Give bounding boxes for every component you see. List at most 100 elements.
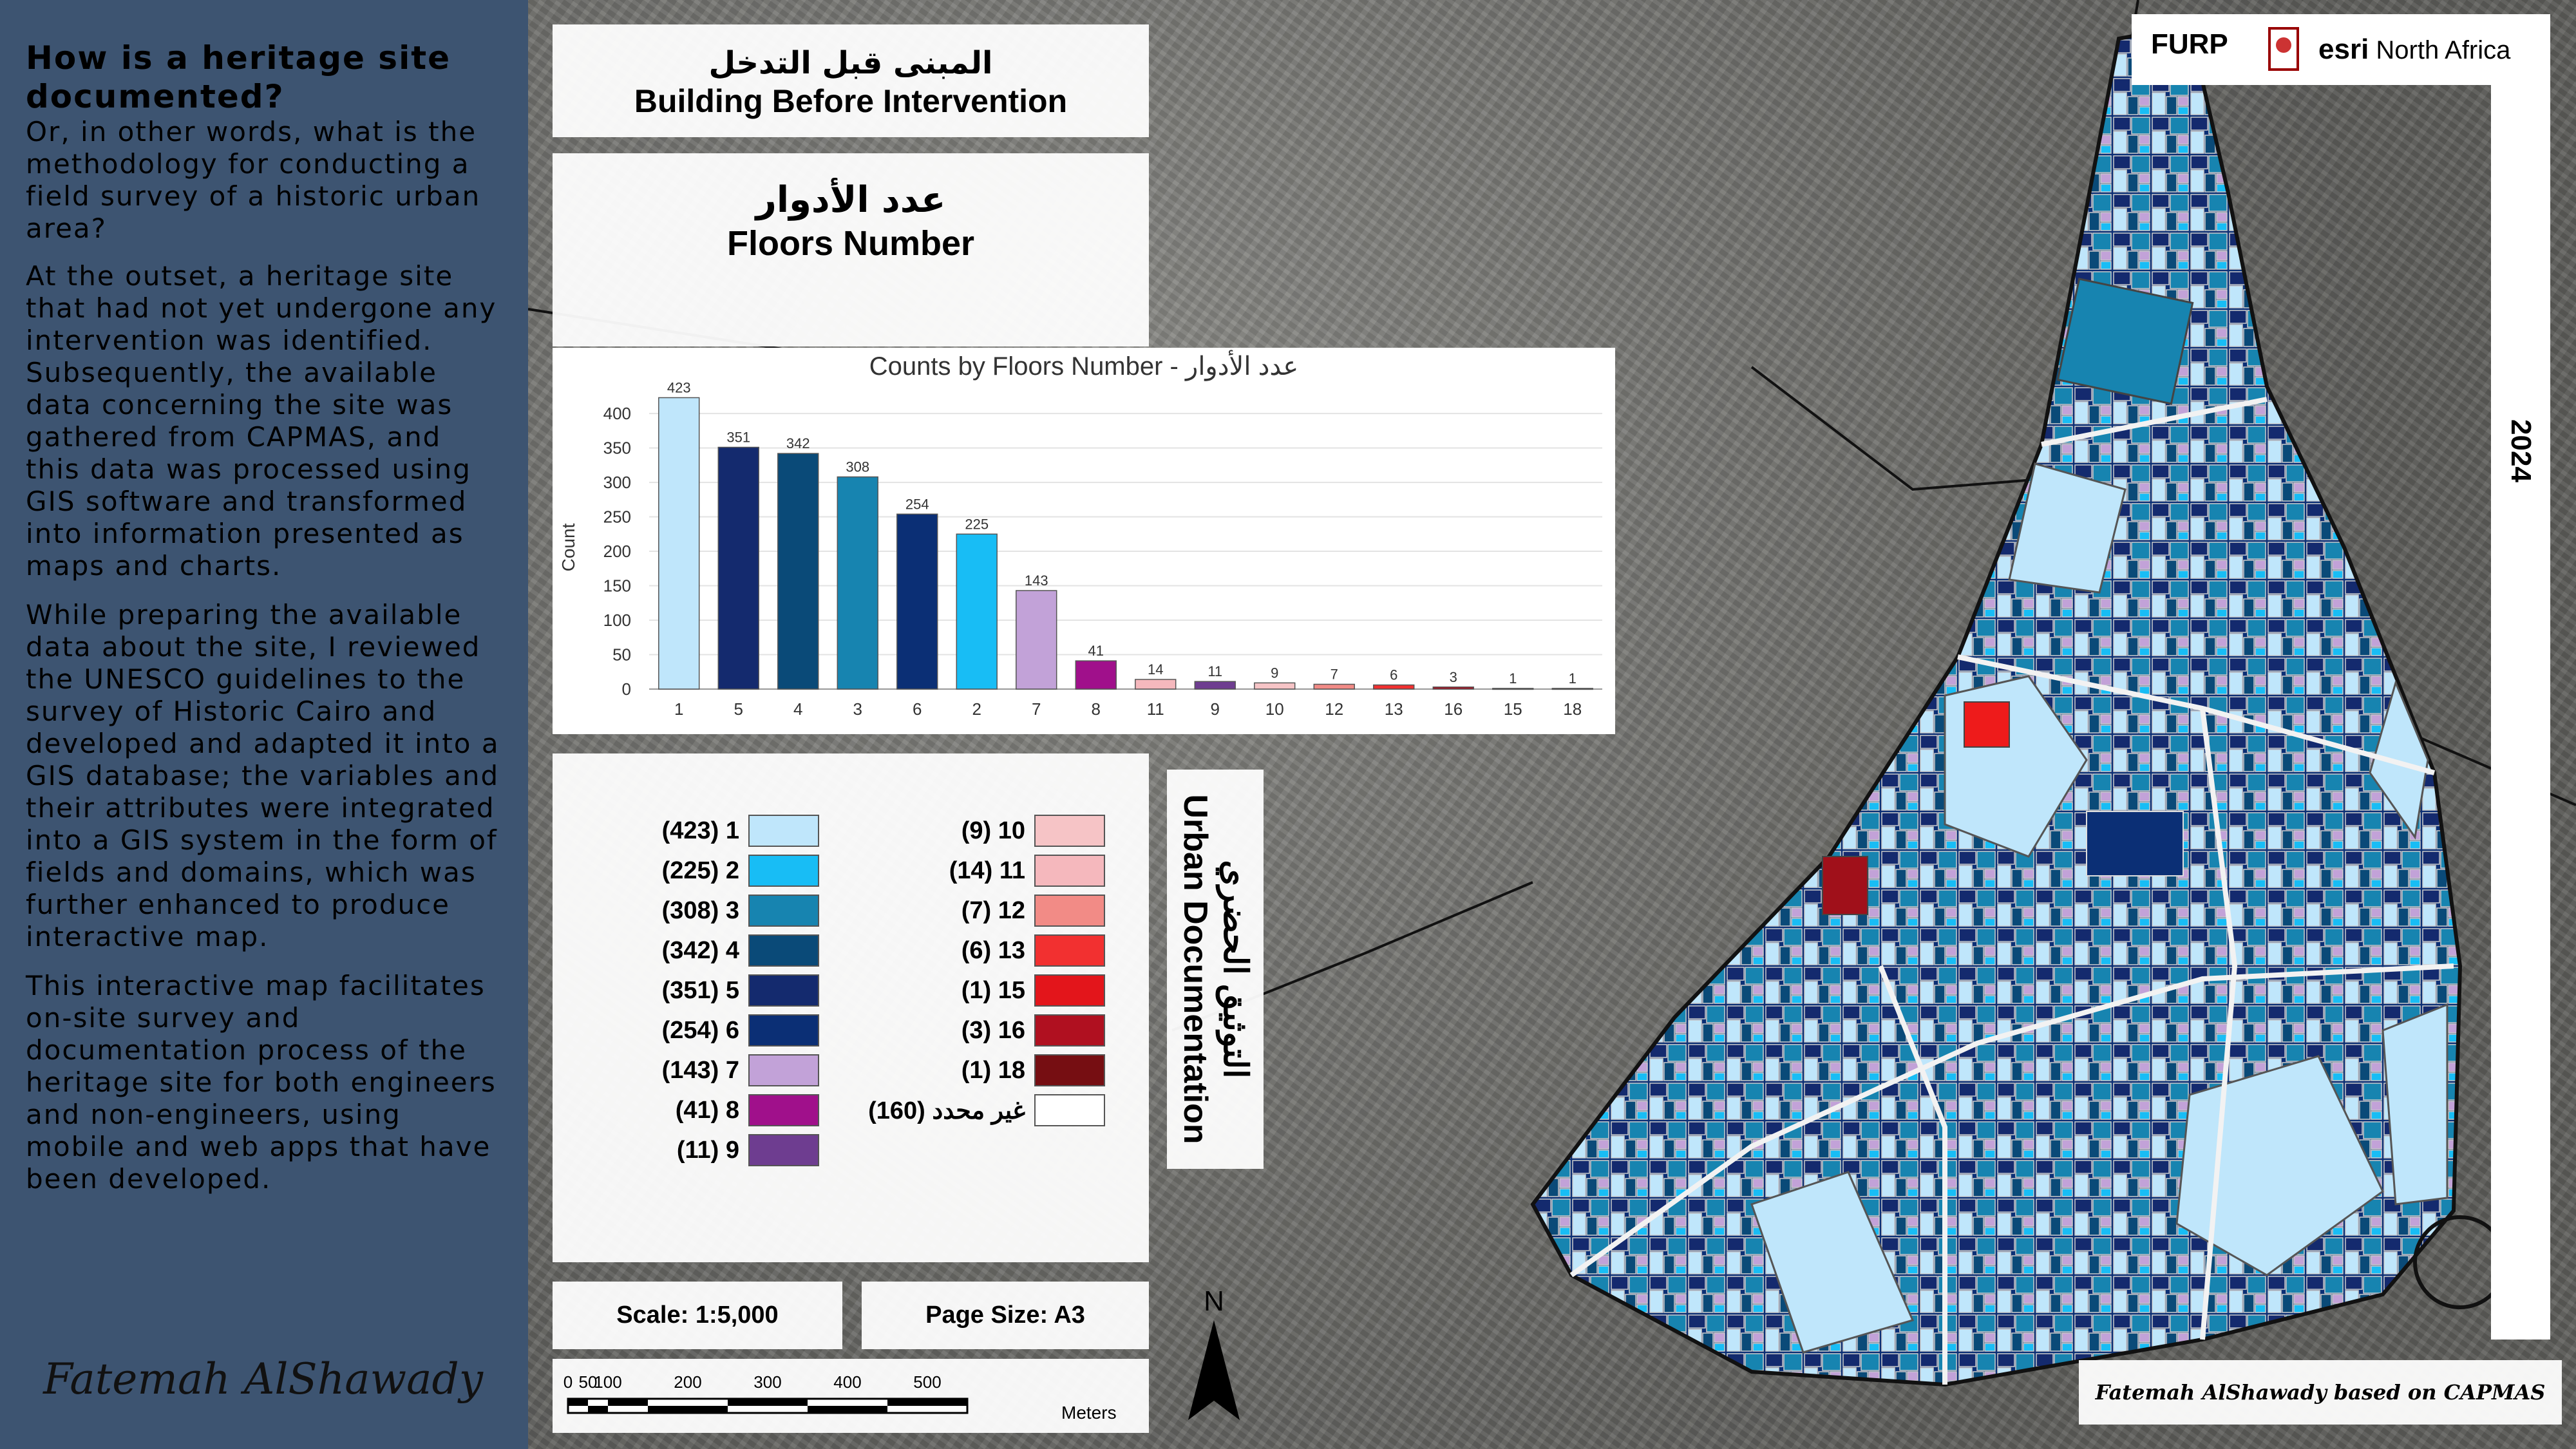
legend-label: غير محدد (160) bbox=[868, 1097, 1025, 1124]
x-tick-label: 2 bbox=[972, 699, 981, 719]
bar-value-label: 423 bbox=[667, 379, 691, 395]
x-tick-label: 7 bbox=[1032, 699, 1041, 719]
legend-swatch bbox=[1034, 974, 1105, 1007]
legend-label: (342) 4 bbox=[661, 936, 739, 964]
sidebar-paragraph: At the outset, a heritage site that had … bbox=[26, 260, 497, 582]
legend-label: (41) 8 bbox=[675, 1096, 739, 1124]
bar-12[interactable] bbox=[1313, 683, 1355, 690]
bar-15[interactable] bbox=[1492, 688, 1534, 690]
bar-2[interactable] bbox=[956, 533, 998, 690]
urban-label-arabic: التوثيق الحضري bbox=[1217, 860, 1254, 1079]
urban-label: Urban Documentation bbox=[1177, 794, 1214, 1144]
bar-value-label: 1 bbox=[1569, 670, 1577, 687]
legend-swatch bbox=[748, 1134, 819, 1166]
legend-swatch bbox=[1034, 1094, 1105, 1126]
legend-label: (351) 5 bbox=[661, 976, 739, 1004]
bar-13[interactable] bbox=[1373, 684, 1415, 690]
legend-label: (254) 6 bbox=[661, 1016, 739, 1044]
bar-value-label: 14 bbox=[1148, 661, 1163, 677]
bar-value-label: 225 bbox=[965, 516, 989, 532]
legend-label: (14) 11 bbox=[949, 857, 1025, 884]
bar-value-label: 351 bbox=[726, 430, 750, 446]
bar-7[interactable] bbox=[1016, 590, 1057, 690]
legend-swatch bbox=[748, 974, 819, 1007]
legend-item: (7) 12 bbox=[832, 893, 1105, 929]
scale-tick-label: 400 bbox=[833, 1372, 861, 1392]
bar-value-label: 1 bbox=[1509, 670, 1517, 687]
legend-item: (9) 10 bbox=[832, 813, 1105, 849]
x-tick-label: 8 bbox=[1092, 699, 1101, 719]
bar-9[interactable] bbox=[1194, 681, 1236, 690]
bar-1[interactable] bbox=[658, 397, 700, 690]
legend-item: (423) 1 bbox=[546, 813, 819, 849]
legend-swatch bbox=[1034, 1014, 1105, 1046]
esri-logo: esri bbox=[2318, 33, 2369, 65]
scale-bar: 0 50 100 200 300 400 500 Meters bbox=[553, 1359, 1149, 1433]
credit-box: Fatemah AlShawady based on CAPMAS bbox=[2079, 1360, 2562, 1425]
map-title-arabic: المبنى قبل التدخل bbox=[708, 45, 993, 81]
year-strip: 2024 bbox=[2491, 77, 2550, 1340]
legend-label: (3) 16 bbox=[961, 1016, 1025, 1044]
legend-label: (7) 12 bbox=[961, 896, 1025, 924]
legend-swatch bbox=[748, 855, 819, 887]
sidebar: How is a heritage site documented? Or, i… bbox=[0, 0, 528, 1449]
bar-6[interactable] bbox=[896, 513, 938, 690]
north-label: N bbox=[1204, 1285, 1224, 1317]
map-subtitle: Floors Number bbox=[726, 224, 975, 263]
bar-16[interactable] bbox=[1432, 687, 1474, 690]
furp-logo: FURP bbox=[2151, 28, 2228, 60]
legend-swatch bbox=[748, 1054, 819, 1086]
legend-label: (143) 7 bbox=[661, 1056, 739, 1084]
bar-value-label: 11 bbox=[1208, 663, 1222, 679]
sidebar-subheading: Or, in other words, what is the methodol… bbox=[26, 116, 481, 244]
bar-value-label: 254 bbox=[905, 496, 929, 512]
legend-label: (1) 15 bbox=[961, 976, 1025, 1004]
legend-swatch bbox=[748, 815, 819, 847]
y-axis-label: Count bbox=[558, 523, 578, 571]
bar-11[interactable] bbox=[1135, 679, 1177, 690]
y-tick-label: 100 bbox=[603, 611, 631, 630]
y-tick-label: 400 bbox=[603, 404, 631, 423]
legend-item: (308) 3 bbox=[546, 893, 819, 929]
legend-swatch bbox=[1034, 1054, 1105, 1086]
legend-item: (11) 9 bbox=[546, 1132, 819, 1168]
bar-value-label: 3 bbox=[1450, 669, 1457, 685]
scale-tick-label: 100 bbox=[594, 1372, 621, 1392]
urban-documentation-card: التوثيق الحضري Urban Documentation bbox=[1167, 770, 1264, 1169]
x-tick-label: 13 bbox=[1385, 699, 1403, 719]
scale-tick-label: 0 bbox=[564, 1372, 573, 1392]
bar-10[interactable] bbox=[1254, 682, 1296, 690]
esri-region: North Africa bbox=[2376, 36, 2511, 64]
x-tick-label: 12 bbox=[1325, 699, 1343, 719]
bar-value-label: 6 bbox=[1390, 667, 1397, 683]
bar-18[interactable] bbox=[1551, 688, 1593, 690]
bar-4[interactable] bbox=[777, 453, 819, 690]
bar-value-label: 308 bbox=[846, 459, 869, 475]
legend-item: (41) 8 bbox=[546, 1092, 819, 1128]
legend-swatch bbox=[748, 1094, 819, 1126]
streets bbox=[1569, 397, 2454, 1385]
sidebar-heading: How is a heritage site documented? bbox=[26, 39, 451, 115]
subtitle-card: عدد الأدوار Floors Number bbox=[553, 153, 1149, 346]
scale-unit: Meters bbox=[1061, 1403, 1117, 1423]
legend-item: (1) 18 bbox=[832, 1052, 1105, 1088]
legend-item: (351) 5 bbox=[546, 972, 819, 1009]
legend-item: (254) 6 bbox=[546, 1012, 819, 1048]
scale-tick-label: 500 bbox=[913, 1372, 941, 1392]
x-tick-label: 16 bbox=[1444, 699, 1463, 719]
y-tick-label: 0 bbox=[622, 679, 631, 699]
x-tick-label: 18 bbox=[1563, 699, 1582, 719]
legend-swatch bbox=[1034, 895, 1105, 927]
x-tick-label: 1 bbox=[674, 699, 683, 719]
legend-item: غير محدد (160) bbox=[832, 1092, 1105, 1128]
bar-3[interactable] bbox=[837, 476, 878, 690]
legend-item: (143) 7 bbox=[546, 1052, 819, 1088]
y-tick-label: 200 bbox=[603, 542, 631, 561]
bar-8[interactable] bbox=[1075, 660, 1117, 690]
legend-item: (3) 16 bbox=[832, 1012, 1105, 1048]
bar-5[interactable] bbox=[717, 446, 759, 690]
legend-label: (9) 10 bbox=[961, 817, 1025, 844]
bar-value-label: 9 bbox=[1271, 665, 1278, 681]
